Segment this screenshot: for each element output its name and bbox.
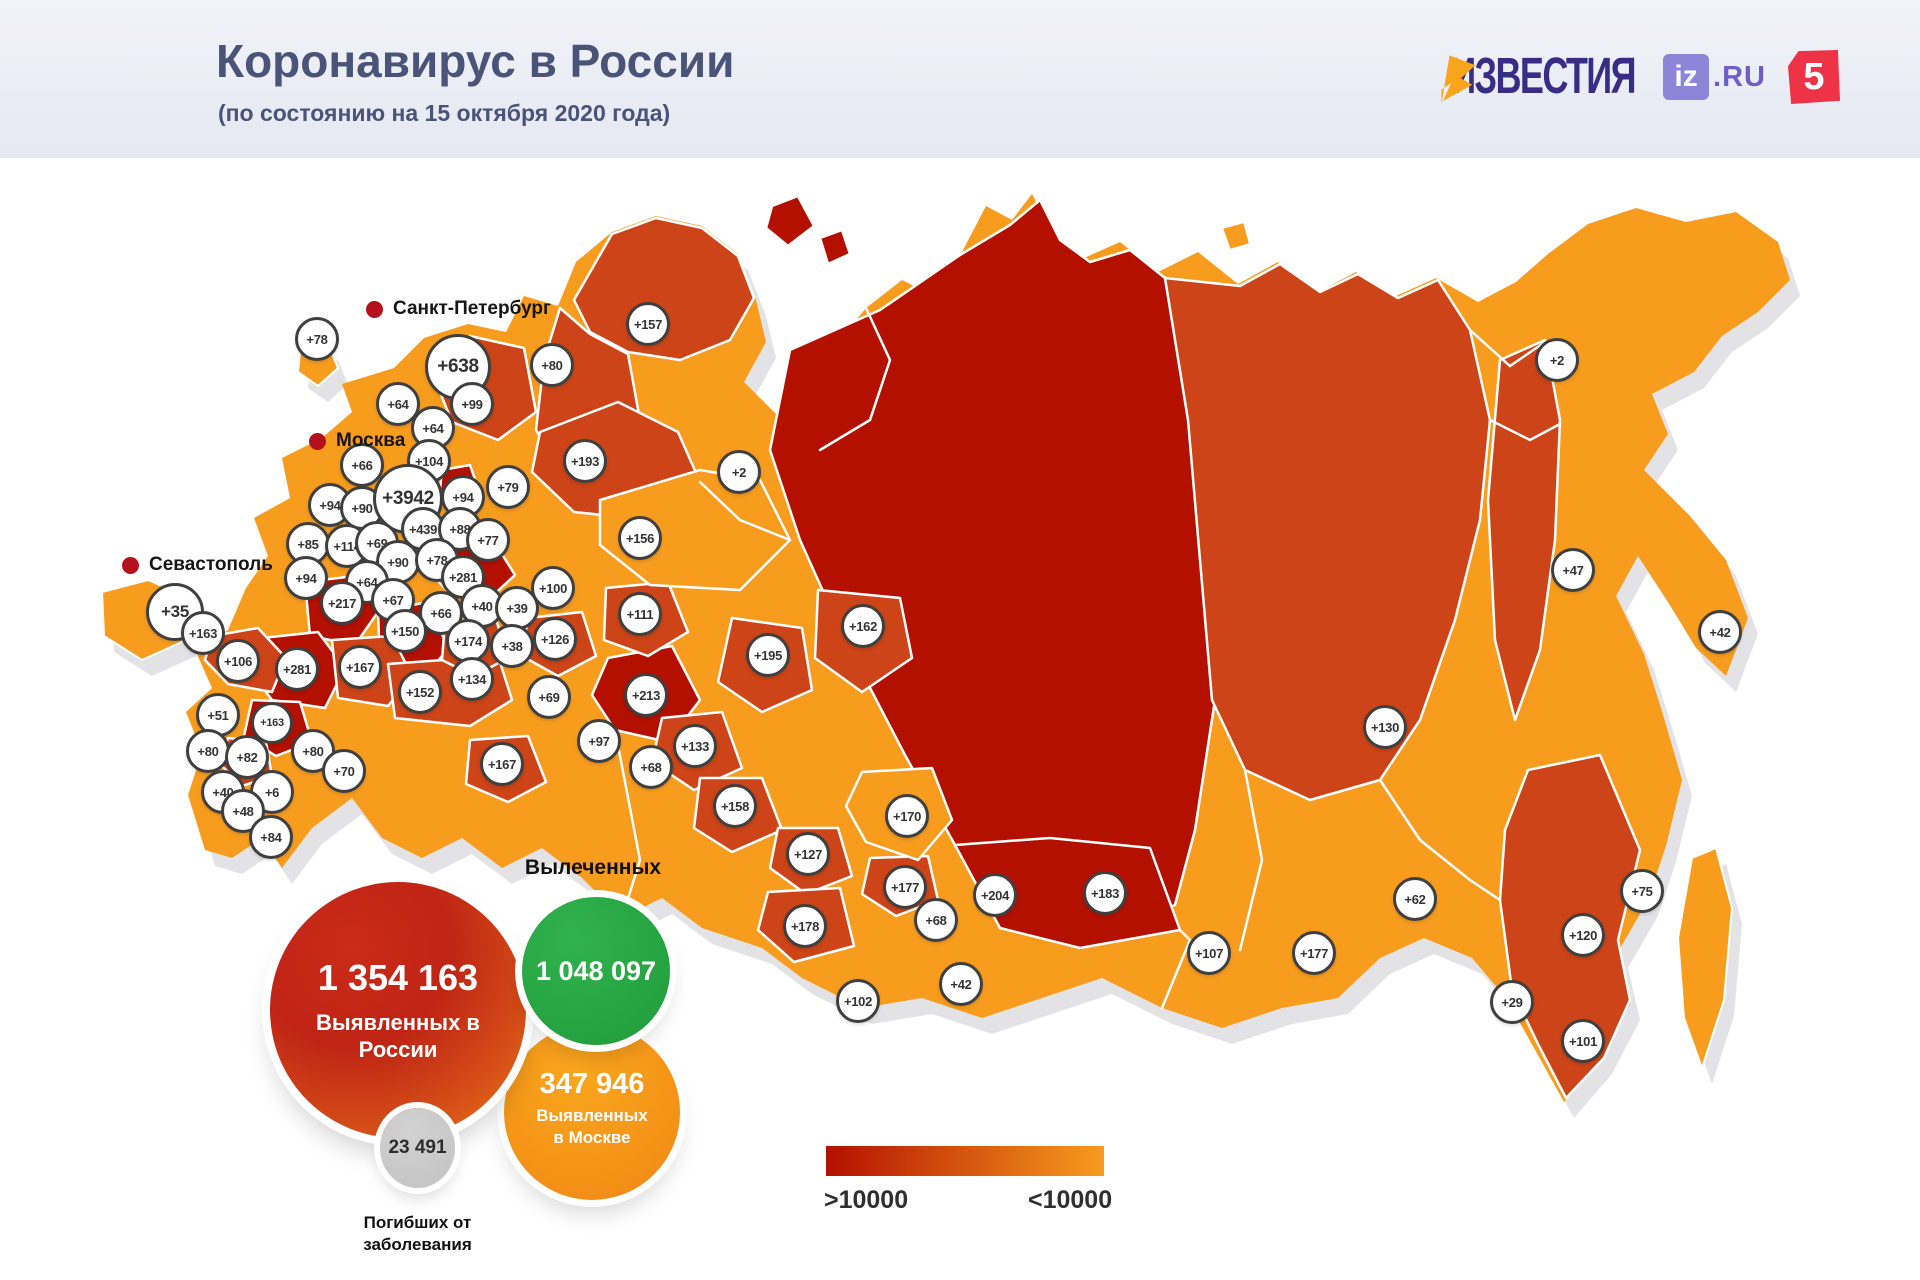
page-subtitle: (по состоянию на 15 октября 2020 года) [218,100,671,126]
region-badge: +120 [1561,913,1605,957]
region-badge: +177 [1292,931,1336,975]
region-badge: +84 [249,815,293,859]
region-badge: +94 [284,556,328,600]
confirmed-russia-label: Выявленных в России [316,1009,480,1063]
region-badge: +80 [530,343,574,387]
region-badge: +217 [320,581,364,625]
confirmed-moscow-label: Выявленных в Москве [536,1106,648,1147]
recovered-title: Вылеченных [524,856,662,879]
region-badge: +2 [1535,338,1579,382]
city-label: Санкт-Петербург [393,298,551,319]
city-dot-icon [309,432,326,450]
recovered-value: 1 048 097 [535,955,657,986]
region-badge: +167 [338,645,382,689]
ru-suffix: .RU [1713,60,1766,93]
region-badge: +163 [181,611,225,655]
region-badge: +100 [531,566,575,610]
region-badge: +126 [533,617,577,661]
city-dot-icon [366,300,383,318]
region-badge: +106 [216,639,260,683]
region-badge: +29 [1490,980,1534,1024]
stat-recovered: 1 048 097 [522,897,670,1045]
header: Коронавирус в России (по состоянию на 15… [0,0,1920,158]
region-badge: +133 [673,724,717,768]
region-badge: +162 [841,604,885,648]
region-badge: +183 [1083,871,1127,915]
brand-logos: ИЗВЕСТИЯ iz .RU 5 [1430,48,1840,105]
deaths-label: Погибших от заболевания [363,1213,472,1255]
region-badge: +68 [629,745,673,789]
region-badge: +127 [786,832,830,876]
channel-five-logo: 5 [1788,50,1840,104]
city-marker: Санкт-Петербург [366,298,551,320]
region-badge: +99 [450,382,494,426]
region-badge: +130 [1363,705,1407,749]
region-badge: +152 [398,670,442,714]
region-badge: +77 [466,518,510,562]
region-badge: +178 [783,904,827,948]
region-badge: +2 [717,450,761,494]
city-label: Севастополь [149,554,273,575]
region-badge: +68 [914,898,958,942]
region-badge: +158 [713,784,757,828]
region-badge: +204 [973,873,1017,917]
region-badge: +281 [275,647,319,691]
region-badge: +213 [624,673,668,717]
legend-high-label: >10000 [824,1186,909,1214]
confirmed-russia-value: 1 354 163 [317,956,479,998]
region-badge: +195 [746,633,790,677]
region-badge: +69 [527,675,571,719]
region-borders [613,306,1562,1010]
region-badge: +111 [618,592,662,636]
region-badge: +47 [1551,548,1595,592]
ren-tv-logo-icon [1441,55,1476,105]
region-badge: +177 [883,865,927,909]
region-badge: +193 [563,439,607,483]
city-label: Москва [336,430,406,451]
region-badge: +107 [1187,931,1231,975]
legend-low-label: <10000 [1028,1186,1113,1214]
region-badge: +62 [1393,877,1437,921]
region-badge: +134 [450,657,494,701]
city-dot-icon [122,556,139,574]
region-badge: +79 [486,465,530,509]
region-badge: +167 [480,742,524,786]
confirmed-moscow-value: 347 946 [539,1068,645,1101]
region-badge: +66 [340,443,384,487]
region-badge: +157 [626,302,670,346]
legend-gradient-bar [826,1146,1104,1176]
region-badge: +97 [577,719,621,763]
region-badge: +163 [251,702,293,744]
izvestia-logo: ИЗВЕСТИЯ [1450,48,1636,105]
region-badge: +156 [618,516,662,560]
region-badge: +38 [490,624,534,668]
city-marker: Москва [309,430,405,452]
region-badge: +70 [322,749,366,793]
region-badge: +42 [1698,610,1742,654]
city-marker: Севастополь [122,554,273,576]
region-badge: +102 [836,979,880,1023]
region-badge: +101 [1561,1019,1605,1063]
region-badge: +150 [383,609,427,653]
stat-confirmed-moscow: 347 946 Выявленных в Москве [504,1024,680,1200]
iz-logo-icon: iz [1663,54,1710,100]
region-badge: +75 [1620,869,1664,913]
stat-confirmed-russia: 1 354 163 Выявленных в России [270,882,526,1138]
region-badge: +42 [939,962,983,1006]
stat-deaths: 23 491 [380,1108,455,1188]
region-badge: +80 [186,729,230,773]
deaths-value: 23 491 [388,1137,447,1158]
iz-ru-logo: iz .RU [1663,54,1766,100]
region-badge: +78 [295,317,339,361]
region-badge: +170 [885,794,929,838]
region-badge: +82 [225,735,269,779]
page-title: Коронавирус в России [216,35,735,87]
